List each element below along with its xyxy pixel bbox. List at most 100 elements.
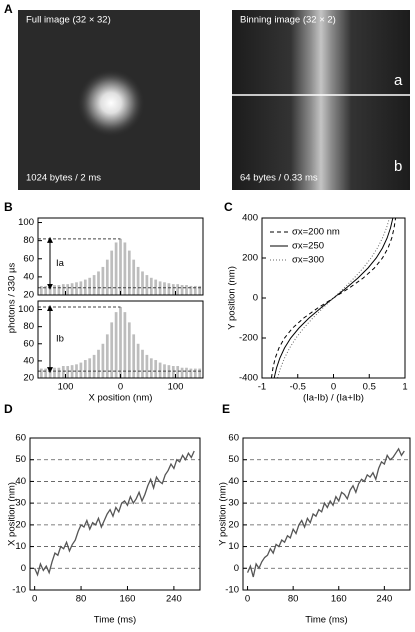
bar — [57, 367, 61, 378]
panel-label: A — [4, 2, 13, 16]
bar — [180, 285, 184, 295]
y-tick-label: 50 — [15, 454, 26, 465]
bar — [158, 362, 162, 378]
binning-image: Binning image (32 × 2) 64 bytes / 0.33 m… — [232, 10, 410, 190]
y-axis-label: Y position (nm) — [218, 482, 229, 546]
bar — [123, 312, 127, 378]
y-tick-label: -10 — [12, 585, 26, 596]
y-tick-label: 60 — [23, 253, 34, 264]
y-axis-label: Y position (nm) — [227, 266, 238, 330]
legend-label: σx=300 — [292, 255, 324, 266]
x-tick-label: 240 — [166, 594, 182, 605]
bar — [75, 364, 78, 378]
image-caption: 1024 bytes / 2 ms — [26, 173, 101, 184]
bar — [48, 368, 52, 378]
y-tick-label: -400 — [239, 373, 258, 384]
x-tick-label: 0 — [32, 594, 37, 605]
bar — [92, 275, 96, 295]
bar — [141, 349, 144, 378]
y-tick-label: 30 — [228, 498, 239, 509]
bar — [119, 238, 122, 295]
bar — [75, 282, 78, 295]
bar — [132, 259, 136, 295]
x-tick-label: 100 — [58, 382, 74, 393]
region-label: a — [394, 72, 403, 89]
region-label: b — [394, 158, 402, 175]
plot-frame — [29, 437, 201, 591]
bar — [79, 362, 83, 378]
bar — [141, 271, 144, 295]
bar — [110, 250, 114, 295]
y-tick-label: 60 — [15, 433, 26, 444]
x-axis-label: Time (ms) — [94, 615, 136, 626]
bar — [154, 360, 158, 378]
bar — [136, 343, 140, 378]
bar — [136, 266, 140, 295]
y-tick-label: -10 — [225, 585, 239, 596]
y-tick-label: 30 — [15, 498, 26, 509]
y-tick-label: 0 — [21, 563, 26, 574]
y-tick-label: 40 — [15, 476, 26, 487]
plot-frame — [242, 437, 411, 591]
x-tick-label: 0 — [331, 382, 336, 393]
trace-line — [34, 450, 195, 577]
bar — [39, 285, 43, 295]
full-image: Full image (32 × 32) 1024 bytes / 2 ms — [18, 10, 200, 190]
bar — [149, 358, 153, 378]
y-tick-label: 100 — [18, 217, 34, 228]
x-axis-label: Time (ms) — [305, 615, 347, 626]
bar — [127, 250, 131, 295]
annotation: Ia — [56, 258, 65, 269]
bar — [185, 285, 188, 295]
bar — [176, 366, 180, 378]
y-tick-label: 40 — [23, 271, 34, 282]
x-tick-label: 160 — [120, 594, 136, 605]
y-tick-label: 20 — [228, 519, 239, 530]
image-spot — [77, 69, 145, 137]
panel-label: D — [4, 402, 13, 416]
y-tick-label: 20 — [23, 290, 34, 301]
bar — [101, 343, 105, 378]
bar — [61, 284, 65, 295]
y-tick-label: -200 — [239, 333, 258, 344]
y-tick-label: 20 — [15, 519, 26, 530]
x-tick-label: 80 — [76, 594, 87, 605]
bar — [189, 285, 193, 295]
bar — [66, 366, 70, 378]
bar — [198, 285, 202, 295]
bar — [39, 368, 43, 378]
x-tick-label: 100 — [168, 382, 184, 393]
x-tick-label: 0 — [118, 382, 123, 393]
x-axis-label: (Ia-Ib) / (Ia+Ib) — [303, 393, 364, 404]
x-tick-label: 240 — [376, 594, 392, 605]
bar — [53, 367, 56, 378]
bar — [171, 366, 175, 378]
y-tick-label: 20 — [23, 373, 34, 384]
bar — [189, 368, 193, 378]
trace-line — [246, 447, 405, 578]
bar — [88, 358, 92, 378]
bar — [105, 334, 109, 378]
y-tick-label: 100 — [18, 304, 34, 315]
legend-label: σx=200 nm — [292, 227, 340, 238]
bar — [83, 360, 87, 378]
y-tick-label: 80 — [23, 321, 34, 332]
image-title: Binning image (32 × 2) — [240, 15, 336, 26]
bar — [70, 283, 74, 295]
x-axis-label: X position (nm) — [89, 393, 153, 404]
bar — [176, 284, 180, 295]
x-tick-label: 0.5 — [363, 382, 376, 393]
y-tick-label: 50 — [228, 454, 239, 465]
bar — [145, 275, 149, 295]
y-tick-label: 60 — [23, 338, 34, 349]
y-tick-label: 10 — [15, 541, 26, 552]
y-tick-label: 200 — [242, 253, 258, 264]
bar — [167, 283, 171, 295]
bar — [119, 306, 122, 378]
image-caption: 64 bytes / 0.33 ms — [240, 173, 318, 184]
x-tick-label: 1 — [402, 382, 407, 393]
bar — [145, 354, 149, 378]
x-tick-label: 80 — [288, 594, 299, 605]
bar — [70, 365, 74, 378]
